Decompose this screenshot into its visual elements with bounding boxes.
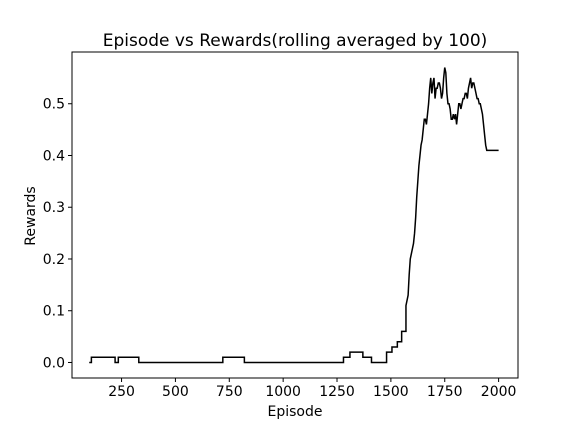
plot-area [89, 67, 499, 364]
x-tick-label: 500 [162, 384, 189, 400]
x-tick-label: 1250 [319, 384, 355, 400]
x-tick-label: 2000 [481, 384, 517, 400]
x-tick-label: 1750 [427, 384, 463, 400]
x-axis: 250 500 750 1000 1250 1500 1750 2000 [108, 378, 516, 400]
axes-frame [71, 51, 519, 379]
x-tick-label: 250 [108, 384, 135, 400]
y-tick-label: 0.4 [43, 148, 65, 164]
y-tick-label: 0.1 [43, 304, 65, 320]
y-tick-label: 0.5 [43, 97, 65, 113]
y-axis: 0.0 0.1 0.2 0.3 0.4 0.5 [43, 97, 72, 371]
x-tick-label: 750 [216, 384, 243, 400]
x-tick-label: 1500 [373, 384, 409, 400]
y-tick-label: 0.3 [43, 200, 65, 216]
y-axis-label: Rewards [23, 186, 39, 245]
x-axis-label: Episode [268, 404, 323, 420]
y-tick-label: 0.2 [43, 252, 65, 268]
chart-title: Episode vs Rewards(rolling averaged by 1… [103, 31, 488, 51]
x-tick-label: 1000 [265, 384, 301, 400]
series-line-0 [89, 67, 499, 364]
y-tick-label: 0.0 [43, 355, 65, 371]
